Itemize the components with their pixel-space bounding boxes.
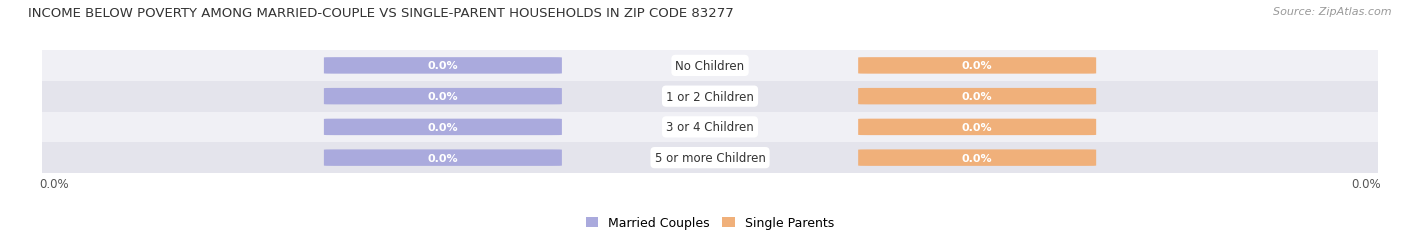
Legend: Married Couples, Single Parents: Married Couples, Single Parents	[581, 211, 839, 231]
FancyBboxPatch shape	[858, 119, 1097, 136]
Text: 0.0%: 0.0%	[962, 122, 993, 132]
FancyBboxPatch shape	[323, 119, 562, 136]
Bar	[42, 51, 1378, 82]
FancyBboxPatch shape	[858, 58, 1097, 74]
Text: 0.0%: 0.0%	[427, 92, 458, 102]
Text: 0.0%: 0.0%	[962, 92, 993, 102]
Text: 0.0%: 0.0%	[427, 61, 458, 71]
FancyBboxPatch shape	[323, 88, 562, 105]
FancyBboxPatch shape	[858, 88, 1097, 105]
Text: 3 or 4 Children: 3 or 4 Children	[666, 121, 754, 134]
Bar	[42, 112, 1378, 143]
Text: 0.0%: 0.0%	[962, 61, 993, 71]
Bar	[42, 143, 1378, 173]
FancyBboxPatch shape	[858, 150, 1097, 166]
FancyBboxPatch shape	[323, 150, 562, 166]
Text: Source: ZipAtlas.com: Source: ZipAtlas.com	[1274, 7, 1392, 17]
Text: 5 or more Children: 5 or more Children	[655, 152, 765, 164]
Text: No Children: No Children	[675, 60, 745, 73]
Text: 0.0%: 0.0%	[427, 122, 458, 132]
Bar	[42, 82, 1378, 112]
Text: 0.0%: 0.0%	[427, 153, 458, 163]
FancyBboxPatch shape	[323, 58, 562, 74]
Text: 1 or 2 Children: 1 or 2 Children	[666, 90, 754, 103]
Text: 0.0%: 0.0%	[962, 153, 993, 163]
Text: INCOME BELOW POVERTY AMONG MARRIED-COUPLE VS SINGLE-PARENT HOUSEHOLDS IN ZIP COD: INCOME BELOW POVERTY AMONG MARRIED-COUPL…	[28, 7, 734, 20]
